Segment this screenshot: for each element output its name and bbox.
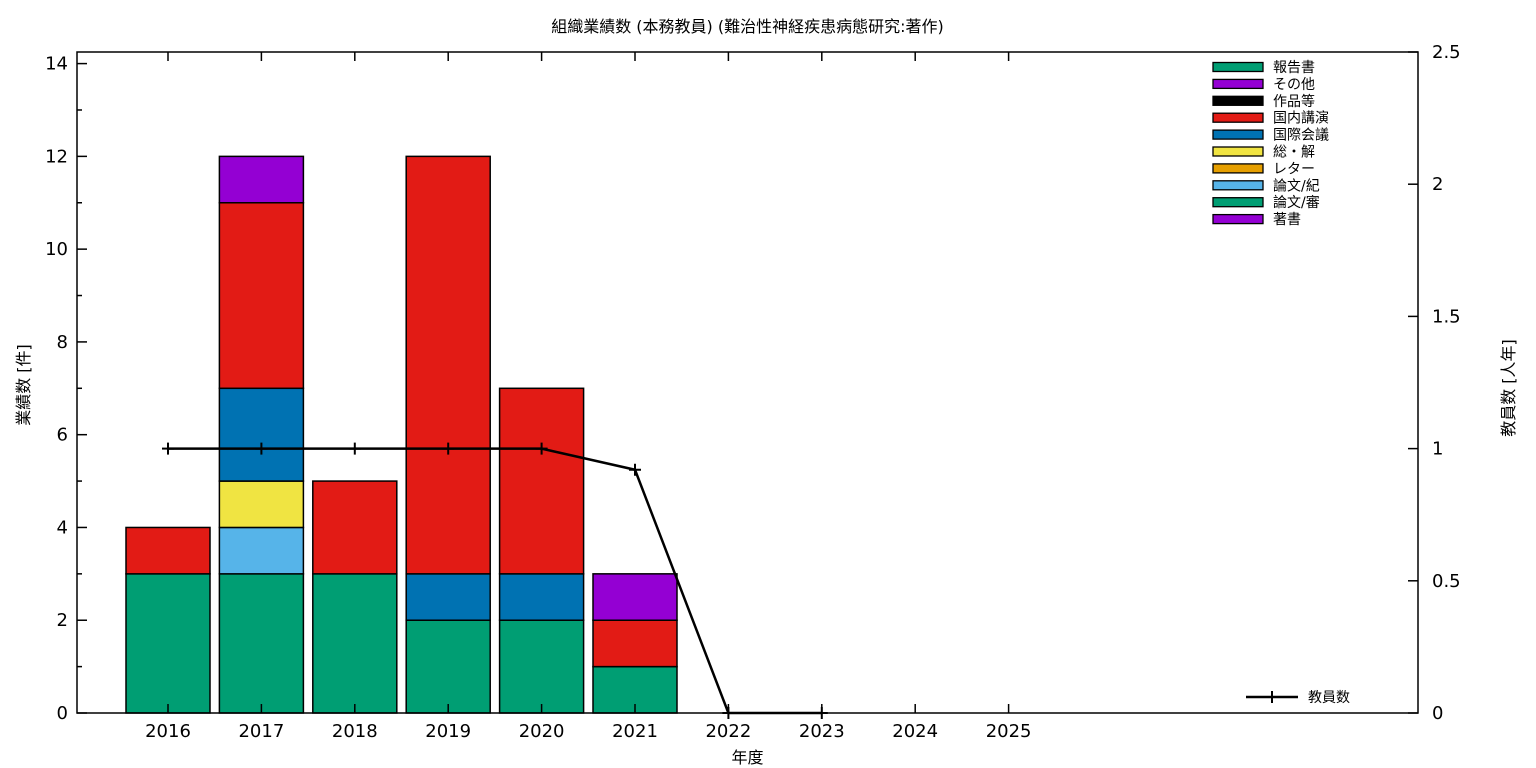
x-tick-label: 2021: [612, 721, 658, 742]
legend-swatch: [1212, 146, 1264, 157]
y-tick-label: 8: [57, 332, 68, 353]
bar-segment: [125, 526, 211, 575]
x-tick-label: 2023: [799, 721, 845, 742]
x-tick-label: 2017: [238, 721, 284, 742]
bar-segment: [405, 619, 491, 714]
x-tick-label: 2025: [986, 721, 1032, 742]
bar-segment: [218, 526, 305, 575]
legend-swatch: [1212, 78, 1264, 90]
y-tick-label: 2: [57, 610, 68, 631]
y2-axis-label: 教員数 [人年]: [1499, 339, 1518, 437]
y-tick-label: 14: [45, 54, 68, 75]
legend-swatch: [1212, 129, 1264, 140]
legend-label: 国内講演: [1273, 111, 1329, 127]
bar-segment: [125, 573, 211, 714]
bar-segment: [405, 573, 491, 621]
x-tick-label: 2022: [705, 721, 751, 742]
legend-label: 論文/紀: [1273, 178, 1320, 194]
legend-label: その他: [1273, 77, 1315, 93]
bar-segment: [592, 619, 678, 668]
y2-tick-label: 1: [1432, 439, 1443, 460]
x-tick-label: 2016: [145, 721, 191, 742]
legend-swatch: [1212, 213, 1264, 225]
legend-label: 報告書: [1273, 60, 1315, 76]
bar-segment: [312, 480, 398, 575]
legend-swatch: [1212, 61, 1264, 73]
y2-tick-label: 2.5: [1432, 42, 1461, 63]
x-tick-label: 2018: [332, 721, 378, 742]
x-axis-label: 年度: [731, 748, 764, 767]
bar-segment: [218, 202, 305, 390]
y-tick-label: 10: [45, 239, 68, 260]
x-tick-label: 2020: [519, 721, 565, 742]
y2-tick-label: 2: [1432, 174, 1443, 195]
bar-segment: [218, 155, 305, 204]
bar-segment: [405, 155, 491, 575]
legend-swatch: [1212, 197, 1264, 208]
y2-tick-label: 0: [1432, 703, 1443, 724]
y2-tick-label: 1.5: [1432, 306, 1461, 327]
legend-swatch: [1212, 163, 1264, 174]
legend-label: 論文/審: [1273, 195, 1320, 211]
bar-segment: [498, 573, 585, 621]
bar-segment: [498, 619, 585, 714]
bar-segment: [218, 480, 305, 529]
y-tick-label: 4: [57, 517, 68, 538]
bar-segment: [592, 573, 678, 621]
y-tick-label: 6: [57, 425, 68, 446]
legend-swatch: [1212, 95, 1264, 106]
legend-label: 国際会議: [1273, 127, 1329, 144]
y-tick-label: 12: [45, 146, 68, 167]
legend-label: 総・解: [1273, 145, 1315, 161]
bar-segment: [218, 573, 305, 714]
legend-swatch: [1212, 180, 1264, 191]
legend-label: レター: [1273, 161, 1315, 177]
bar-segment: [312, 573, 398, 714]
x-tick-label: 2019: [425, 721, 471, 742]
legend-label: 著書: [1273, 212, 1301, 228]
y-axis-label: 業績数 [件]: [14, 344, 33, 426]
legend-label: 作品等: [1273, 93, 1315, 110]
bar-segment: [218, 387, 305, 482]
y2-tick-label: 0.5: [1432, 571, 1461, 592]
plot-border: [76, 51, 1419, 714]
faculty-line: [168, 447, 822, 715]
x-tick-label: 2024: [892, 721, 938, 742]
chart-title: 組織業績数 (本務教員) (難治性神経疾患病態研究:著作): [551, 17, 944, 36]
legend-swatch: [1212, 112, 1264, 123]
bar-segment: [498, 387, 585, 575]
line-key-label: 教員数: [1308, 690, 1350, 706]
y-tick-label: 0: [57, 703, 68, 724]
